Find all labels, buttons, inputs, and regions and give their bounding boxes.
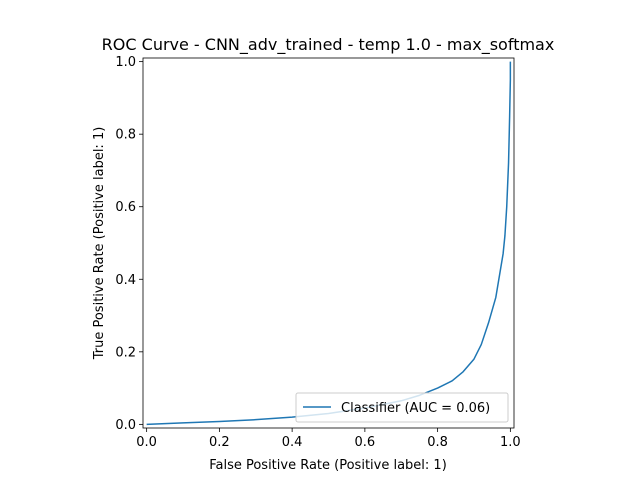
x-axis-label: False Positive Rate (Positive label: 1) — [209, 458, 447, 473]
chart-title: ROC Curve - CNN_adv_trained - temp 1.0 -… — [102, 35, 555, 55]
y-tick-label: 0.6 — [115, 200, 136, 215]
y-tick-label: 0.8 — [115, 128, 136, 143]
x-tick-label: 0.6 — [355, 435, 376, 450]
x-tick-label: 0.2 — [209, 435, 230, 450]
x-tick-label: 1.0 — [500, 435, 521, 450]
y-axis-ticks: 0.0 0.2 0.4 0.6 0.8 1.0 — [115, 55, 143, 433]
y-tick-label: 0.4 — [115, 273, 136, 288]
legend-box — [295, 392, 509, 423]
x-tick-label: 0.8 — [427, 435, 448, 450]
y-tick-label: 0.0 — [115, 418, 136, 433]
plot-area — [142, 57, 515, 429]
y-tick-label: 0.2 — [115, 345, 136, 360]
legend: Classifier (AUC = 0.06) — [295, 392, 509, 423]
y-tick-label: 1.0 — [115, 55, 136, 70]
legend-entry-label: Classifier (AUC = 0.06) — [341, 401, 490, 416]
roc-curve-line — [146, 61, 512, 426]
axes-frame — [142, 57, 515, 429]
y-axis-label: True Positive Rate (Positive label: 1) — [92, 127, 107, 361]
x-tick-label: 0.0 — [136, 435, 157, 450]
x-axis-ticks: 0.0 0.2 0.4 0.6 0.8 1.0 — [136, 428, 521, 450]
x-tick-label: 0.4 — [282, 435, 303, 450]
